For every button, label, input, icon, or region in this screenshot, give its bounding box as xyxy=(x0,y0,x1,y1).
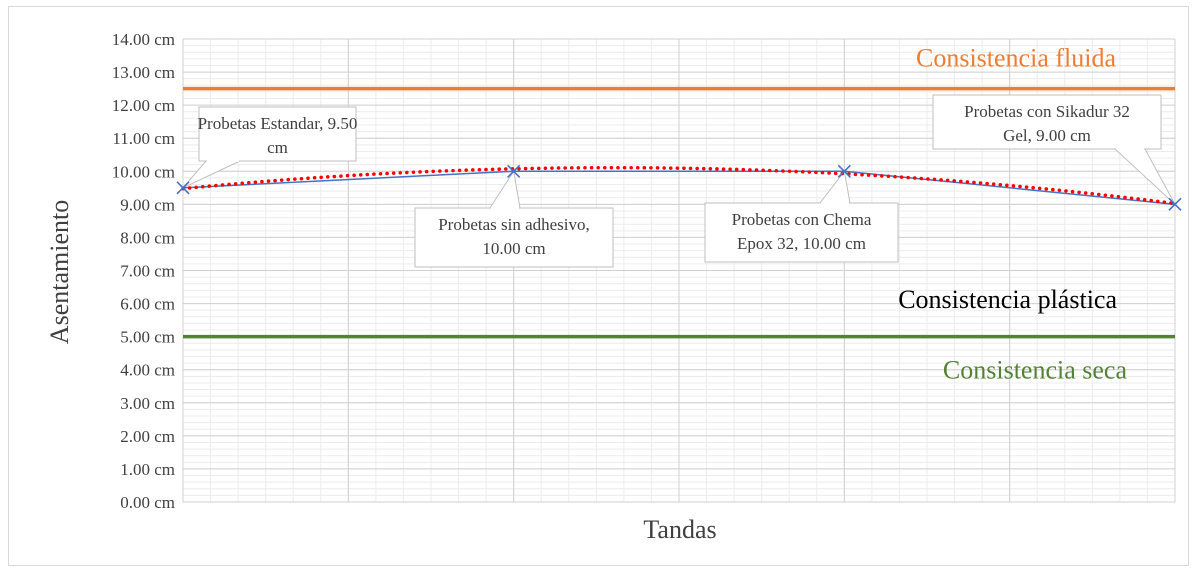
y-tick-label: 7.00 cm xyxy=(120,262,175,281)
y-tick-label: 2.00 cm xyxy=(120,427,175,446)
data-label-text: Probetas con Sikadur 32 xyxy=(964,102,1130,121)
y-tick-label: 14.00 cm xyxy=(112,30,175,49)
y-tick-label: 4.00 cm xyxy=(120,361,175,380)
series-line xyxy=(182,170,1176,206)
y-tick-label: 11.00 cm xyxy=(112,129,175,148)
data-point-marker xyxy=(507,164,521,178)
region-label: Consistencia plástica xyxy=(898,285,1117,314)
data-label-pointer xyxy=(489,169,521,209)
y-tick-label: 8.00 cm xyxy=(120,228,175,247)
data-point-marker xyxy=(176,181,190,195)
data-label-box xyxy=(704,202,899,263)
y-tick-label: 10.00 cm xyxy=(112,162,175,181)
y-tick-label: 13.00 cm xyxy=(112,63,175,82)
reference-line-label: Consistencia fluida xyxy=(916,44,1116,73)
y-axis-ticks: 0.00 cm 1.00 cm 2.00 cm 3.00 cm 4.00 cm 5.00 … xyxy=(112,30,175,512)
y-axis-title: Asentamiento xyxy=(45,200,74,344)
data-label-text: Probetas con Chema xyxy=(732,210,872,229)
marker-layer xyxy=(176,164,1182,211)
data-point-marker xyxy=(837,164,851,178)
data-label-text: Probetas sin adhesivo, xyxy=(438,215,590,234)
x-axis-title: Tandas xyxy=(643,515,716,544)
region-labels: Consistencia plástica xyxy=(898,285,1117,314)
data-label-box xyxy=(932,94,1162,150)
data-label-box xyxy=(414,207,614,268)
data-label-text: cm xyxy=(267,138,288,157)
data-label-text: 10.00 cm xyxy=(482,239,545,258)
y-tick-label: 1.00 cm xyxy=(120,460,175,479)
y-tick-label: 9.00 cm xyxy=(120,195,175,214)
y-tick-label: 0.00 cm xyxy=(120,493,175,512)
y-tick-label: 6.00 cm xyxy=(120,295,175,314)
y-tick-label: 12.00 cm xyxy=(112,96,175,115)
data-label-text: Probetas Estandar, 9.50 xyxy=(198,114,358,133)
series-layer xyxy=(182,170,1176,206)
trendline xyxy=(181,165,1177,206)
reference-line-label: Consistencia seca xyxy=(943,356,1128,385)
data-label-callouts: Probetas Estandar, 9.50 cm Probetas sin ad… xyxy=(182,94,1176,268)
y-tick-label: 5.00 cm xyxy=(120,328,175,347)
reference-lines: Consistencia fluida Consistencia seca xyxy=(183,44,1175,385)
data-label-pointer xyxy=(818,170,851,204)
trendline-layer xyxy=(181,165,1177,206)
data-point-marker xyxy=(1168,197,1182,211)
y-tick-label: 3.00 cm xyxy=(120,394,175,413)
data-label-text: Gel, 9.00 cm xyxy=(1003,126,1091,145)
data-label-box xyxy=(198,106,357,162)
data-label-text: Epox 32, 10.00 cm xyxy=(737,234,866,253)
